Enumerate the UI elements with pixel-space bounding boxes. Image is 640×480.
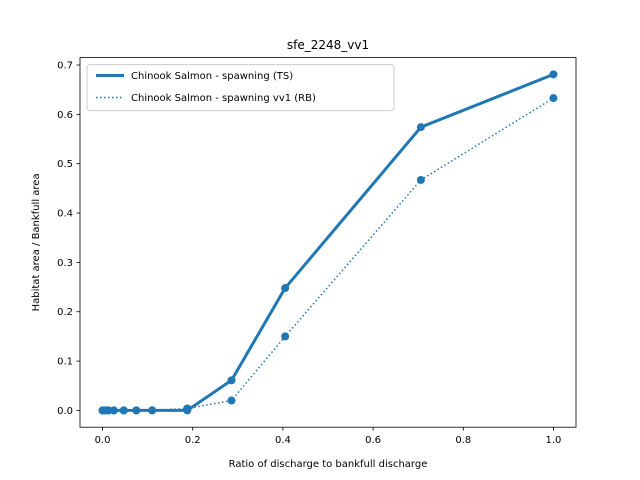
data-point-vv1 [132,406,141,415]
data-point-ts [281,284,290,293]
y-tick-label: 0.0 [57,406,73,417]
plot-area [98,70,558,415]
legend-box [86,64,395,112]
data-point-vv1 [549,94,558,103]
data-point-vv1 [119,406,128,415]
y-tick-label: 0.5 [57,159,73,170]
y-tick-label: 0.2 [57,307,73,318]
legend-label-vv1: Chinook Salmon - spawning vv1 (RB) [131,93,316,104]
y-axis-label: Habitat area / Bankfull area [31,173,42,311]
y-tick-label: 0.1 [57,357,73,368]
x-tick-label: 0.0 [95,435,111,446]
x-tick-label: 0.2 [185,435,201,446]
data-point-ts [227,376,236,385]
x-axis: 0.0 0.2 0.4 0.6 0.8 1.0 [95,427,562,446]
y-tick-label: 0.6 [57,110,73,121]
legend: Chinook Salmon - spawning (TS) Chinook S… [86,64,395,112]
x-tick-label: 0.6 [365,435,381,446]
data-point-vv1 [109,406,118,415]
y-tick-label: 0.3 [57,258,73,269]
chart-title: sfe_2248_vv1 [287,38,369,52]
y-tick-label: 0.4 [57,209,73,220]
x-tick-label: 0.4 [275,435,291,446]
data-point-vv1 [148,406,157,415]
y-axis: 0.0 0.1 0.2 0.3 0.4 0.5 0.6 0.7 [57,61,80,417]
x-tick-label: 1.0 [546,435,562,446]
data-point-vv1 [183,404,192,413]
y-tick-label: 0.7 [57,61,73,72]
x-tick-label: 0.8 [455,435,471,446]
legend-label-ts: Chinook Salmon - spawning (TS) [131,71,293,82]
axes-frame [79,57,577,428]
data-point-ts [549,70,558,79]
data-point-ts [416,123,425,132]
data-point-vv1 [227,396,236,405]
x-axis-label: Ratio of discharge to bankfull discharge [229,459,428,470]
data-point-vv1 [281,332,290,341]
data-point-vv1 [416,175,425,184]
